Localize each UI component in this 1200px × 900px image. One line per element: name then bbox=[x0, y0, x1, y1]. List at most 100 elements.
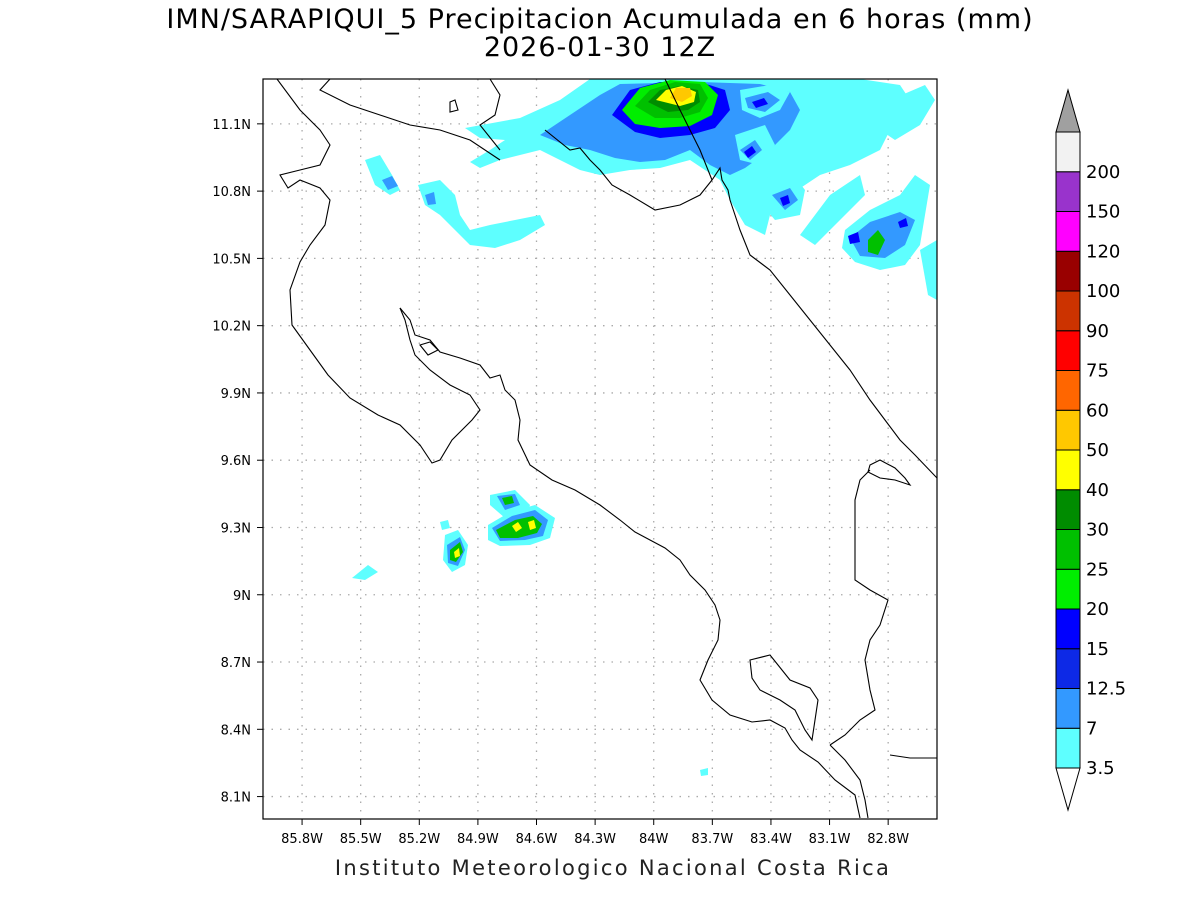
colorbar-swatch bbox=[1055, 290, 1081, 332]
precip-cell bbox=[848, 232, 860, 244]
colorbar-level-label: 25 bbox=[1086, 559, 1109, 580]
x-tick-label: 85.2W bbox=[398, 832, 440, 847]
colorbar-level-label: 20 bbox=[1086, 599, 1109, 620]
precip-cell bbox=[780, 195, 790, 206]
colorbar-level-label: 12.5 bbox=[1086, 679, 1126, 700]
precip-cell bbox=[800, 175, 865, 245]
colorbar-swatch bbox=[1055, 489, 1081, 530]
coastline-borders bbox=[276, 79, 937, 819]
x-tick-label: 82.8W bbox=[867, 832, 909, 847]
y-tick-label: 10.2N bbox=[212, 320, 251, 335]
precip-cell bbox=[502, 496, 514, 505]
panama-coast bbox=[889, 754, 937, 759]
colorbar-swatch bbox=[1055, 529, 1081, 570]
y-tick-label: 8.1N bbox=[221, 791, 251, 806]
island bbox=[449, 99, 459, 113]
colorbar-level-label: 40 bbox=[1086, 480, 1109, 501]
osa-peninsula bbox=[749, 654, 819, 742]
colorbar-level-label: 90 bbox=[1086, 321, 1109, 342]
map-subtitle-datetime: 2026-01-30 12Z bbox=[483, 32, 717, 63]
footer-credit: Instituto Meteorologico Nacional Costa R… bbox=[334, 856, 892, 880]
panama-border bbox=[829, 469, 889, 746]
nicaragua-lake-shore bbox=[319, 79, 501, 161]
colorbar-swatch bbox=[1055, 648, 1081, 689]
pacific-coast-south bbox=[399, 307, 861, 819]
precip-cell bbox=[528, 520, 536, 530]
x-tick-label: 85.5W bbox=[340, 832, 382, 847]
precip-cell bbox=[700, 768, 708, 776]
y-tick-label: 9.6N bbox=[221, 454, 251, 469]
x-tick-label: 83.4W bbox=[750, 832, 792, 847]
pacific-coast-nicoya bbox=[276, 79, 481, 464]
colorbar-level-label: 30 bbox=[1086, 520, 1109, 541]
y-tick-label: 10.5N bbox=[212, 252, 251, 267]
y-tick-label: 9.3N bbox=[221, 521, 251, 536]
colorbar-swatch bbox=[1055, 727, 1081, 769]
colorbar-swatch bbox=[1055, 568, 1081, 610]
precip-cell bbox=[418, 180, 545, 248]
colorbar-swatch bbox=[1055, 250, 1081, 292]
colorbar-level-label: 50 bbox=[1086, 440, 1109, 461]
precip-cell bbox=[820, 130, 860, 165]
precip-cell bbox=[425, 192, 436, 205]
colorbar-level-label: 150 bbox=[1086, 202, 1120, 223]
colorbar-swatch bbox=[1055, 131, 1081, 173]
precip-cell bbox=[440, 520, 450, 530]
x-tick-label: 83.1W bbox=[809, 832, 851, 847]
colorbar-legend: 3.5 7 12.5 15 20 25 30 40 50 60 75 90 100 120 150 200 bbox=[1055, 88, 1126, 812]
precip-cell bbox=[920, 240, 937, 300]
colorbar-swatch bbox=[1055, 608, 1081, 650]
colorbar-swatch bbox=[1055, 330, 1081, 371]
colorbar-upper-arrow bbox=[1055, 88, 1081, 133]
map-title: IMN/SARAPIQUI_5 Precipitacion Acumulada … bbox=[166, 4, 1034, 35]
bocas-del-toro-shore bbox=[867, 459, 912, 487]
y-tick-label: 11.1N bbox=[212, 118, 251, 133]
precip-cell bbox=[365, 155, 400, 195]
x-tick-label: 84.3W bbox=[574, 832, 616, 847]
colorbar-level-label: 200 bbox=[1086, 162, 1120, 183]
burica-border bbox=[829, 744, 869, 819]
map-grid bbox=[263, 79, 937, 819]
colorbar-level-label: 75 bbox=[1086, 361, 1109, 382]
colorbar-swatch bbox=[1055, 409, 1081, 451]
x-tick-label: 83.7W bbox=[691, 832, 733, 847]
y-tick-label: 10.8N bbox=[212, 185, 251, 200]
isla-chira bbox=[419, 341, 439, 356]
san-juan-river bbox=[664, 79, 713, 181]
precip-cell bbox=[382, 176, 398, 190]
colorbar-level-label: 15 bbox=[1086, 639, 1109, 660]
y-tick-label: 9N bbox=[233, 589, 251, 604]
y-tick-label: 8.4N bbox=[221, 723, 251, 738]
precipitation-field bbox=[352, 79, 937, 776]
map-axes: 85.8W 85.5W 85.2W 84.9W 84.6W 84.3W 84W 83.7W 83… bbox=[212, 118, 909, 847]
colorbar-level-label: 3.5 bbox=[1086, 758, 1115, 779]
lake-nicaragua bbox=[479, 79, 501, 151]
colorbar-level-label: 100 bbox=[1086, 281, 1120, 302]
precip-cell bbox=[898, 218, 908, 228]
colorbar-swatch bbox=[1055, 449, 1081, 491]
precip-band-north-40 bbox=[670, 88, 692, 102]
colorbar-lower-arrow bbox=[1055, 767, 1081, 812]
precip-cell bbox=[454, 548, 460, 558]
x-tick-label: 84.9W bbox=[457, 832, 499, 847]
y-tick-label: 9.9N bbox=[221, 387, 251, 402]
caribbean-coast-border bbox=[544, 129, 937, 479]
y-tick-label: 8.7N bbox=[221, 656, 251, 671]
precip-cell bbox=[880, 85, 935, 140]
colorbar-swatch bbox=[1055, 688, 1081, 729]
colorbar-level-label: 60 bbox=[1086, 400, 1109, 421]
x-tick-label: 84W bbox=[639, 832, 669, 847]
precip-cell bbox=[752, 98, 768, 108]
colorbar-swatch bbox=[1055, 211, 1081, 252]
x-tick-label: 84.6W bbox=[516, 832, 558, 847]
colorbar-swatch bbox=[1055, 171, 1081, 212]
precip-cell bbox=[868, 230, 885, 255]
colorbar-swatch bbox=[1055, 370, 1081, 411]
x-tick-label: 85.8W bbox=[281, 832, 323, 847]
precip-cell bbox=[744, 146, 756, 158]
precip-cell bbox=[352, 565, 378, 580]
precip-cell bbox=[512, 522, 522, 532]
plot-frame bbox=[262, 78, 938, 820]
colorbar-level-label: 7 bbox=[1086, 718, 1097, 739]
